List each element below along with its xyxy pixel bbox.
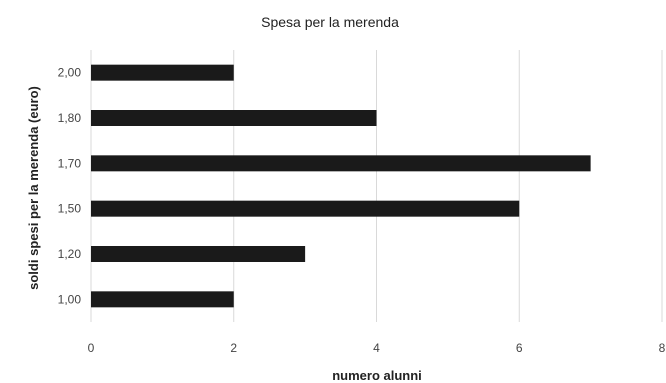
y-tick-label: 1,20 [58, 247, 82, 261]
y-tick-labels: 1,00 1,20 1,50 1,70 1,80 2,00 [58, 66, 82, 307]
bar [91, 246, 306, 262]
chart-title: Spesa per la merenda [261, 14, 399, 30]
x-axis-label: numero alunni [332, 368, 422, 383]
y-tick-label: 1,80 [58, 111, 82, 125]
bar [91, 291, 234, 308]
y-tick-label: 2,00 [58, 66, 82, 80]
y-axis-label: soldi spesi per la merenda (euro) [26, 86, 41, 290]
x-tick-label: 6 [516, 341, 523, 355]
y-tick-label: 1,00 [58, 292, 82, 306]
y-tick-label: 1,50 [58, 202, 82, 216]
x-tick-labels: 0 2 4 6 8 [88, 341, 666, 355]
bars [91, 64, 591, 308]
bar [91, 110, 377, 126]
bar [91, 155, 591, 172]
x-tick-label: 0 [88, 341, 95, 355]
bar [91, 64, 234, 81]
x-tick-label: 2 [230, 341, 237, 355]
x-tick-label: 4 [373, 341, 380, 355]
x-tick-label: 8 [659, 341, 666, 355]
gridlines [90, 50, 663, 322]
bar [91, 200, 520, 217]
y-tick-label: 1,70 [58, 156, 82, 170]
